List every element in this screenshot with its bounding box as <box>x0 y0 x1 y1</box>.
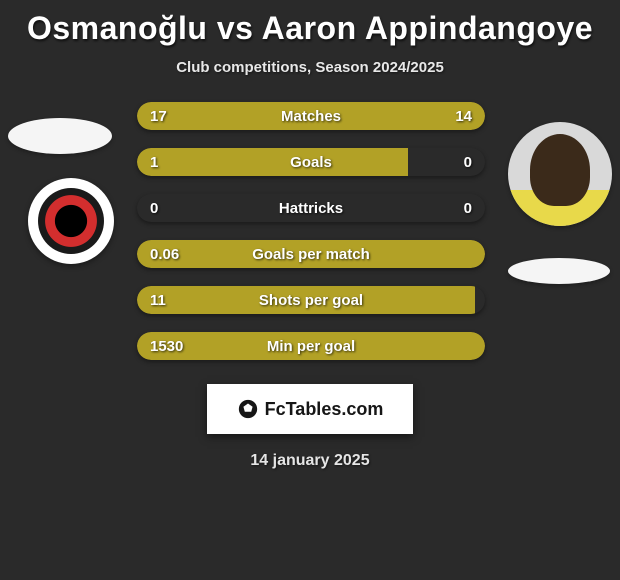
stat-row: 1 0 Goals <box>137 148 485 176</box>
player-right-photo <box>508 122 612 226</box>
stat-label: Shots per goal <box>259 292 363 309</box>
stat-label: Goals per match <box>252 246 370 263</box>
stat-value-right: 0 <box>464 200 472 217</box>
club-badge-left <box>28 178 114 264</box>
stat-value-right: 14 <box>455 108 472 125</box>
stat-value-left: 0.06 <box>150 246 179 263</box>
stat-value-left: 1 <box>150 154 158 171</box>
stat-value-left: 11 <box>150 292 166 309</box>
stat-value-left: 0 <box>150 200 158 217</box>
stat-row: 0.06 Goals per match <box>137 240 485 268</box>
stat-row: 17 14 Matches <box>137 102 485 130</box>
page-title: Osmanoğlu vs Aaron Appindangoye <box>27 10 593 47</box>
stat-value-left: 17 <box>150 108 167 125</box>
stat-bar-left <box>137 148 408 176</box>
stat-label: Hattricks <box>279 200 343 217</box>
ball-icon <box>237 398 259 420</box>
club-badge-graphic <box>38 188 104 254</box>
site-logo-text: FcTables.com <box>265 399 384 420</box>
site-logo[interactable]: FcTables.com <box>207 384 413 434</box>
stat-row: 0 0 Hattricks <box>137 194 485 222</box>
season-subtitle: Club competitions, Season 2024/2025 <box>176 59 444 76</box>
stat-row: 1530 Min per goal <box>137 332 485 360</box>
stats-block: 17 14 Matches 1 0 Goals 0 0 Hattricks 0.06 Goals p… <box>137 102 485 360</box>
player-right-oval <box>508 258 610 284</box>
stat-label: Goals <box>290 154 332 171</box>
stat-label: Matches <box>281 108 341 125</box>
stat-label: Min per goal <box>267 338 355 355</box>
date-label: 14 january 2025 <box>250 452 369 470</box>
player-head <box>530 134 590 206</box>
stat-value-right: 0 <box>464 154 472 171</box>
stat-row: 11 Shots per goal <box>137 286 485 314</box>
stat-value-left: 1530 <box>150 338 183 355</box>
player-left-oval <box>8 118 112 154</box>
